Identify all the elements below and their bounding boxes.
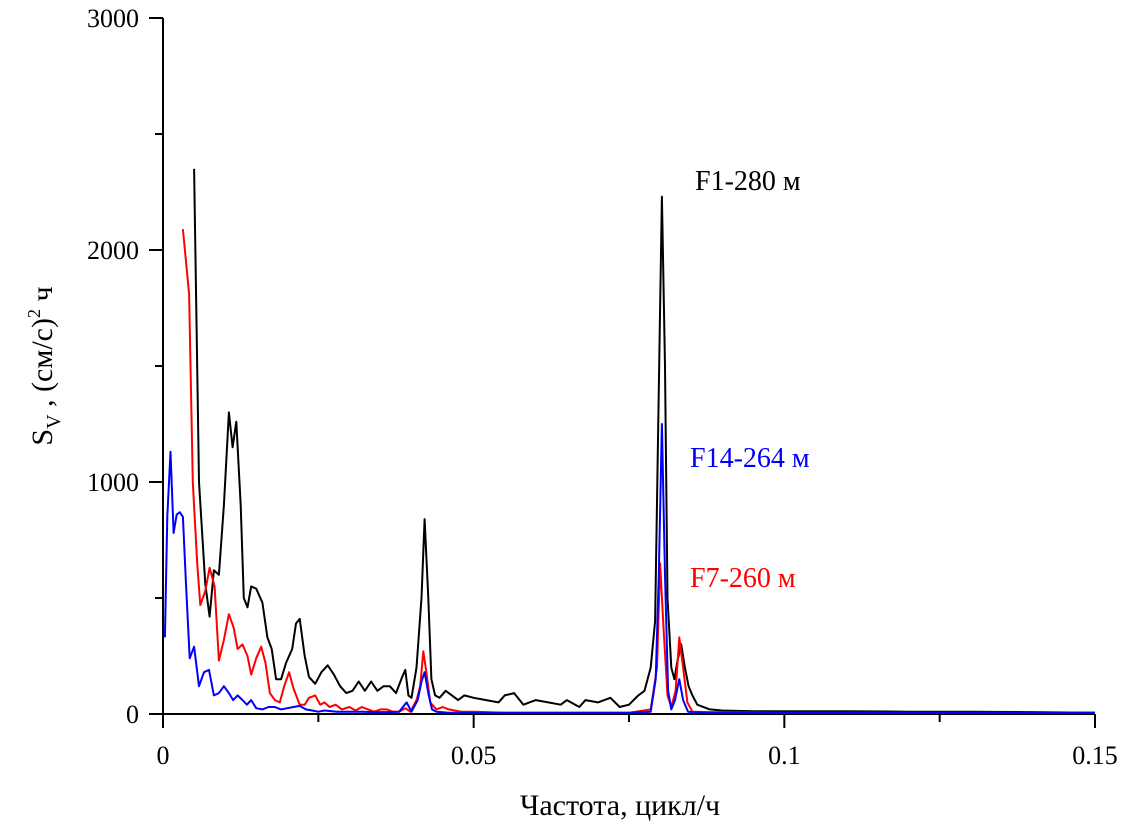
- y-axis-title-tail: ч: [26, 286, 59, 309]
- series-line-f1: [193, 168, 1096, 714]
- y-tick-label: 1000: [87, 468, 139, 497]
- y-axis-title-sup: 2: [24, 309, 44, 318]
- axes: [162, 18, 1095, 715]
- x-axis-title: Частота, цикл/ч: [520, 789, 720, 822]
- y-axis-title-main: S: [26, 429, 59, 446]
- series-label-f7: F7-260 м: [690, 563, 796, 594]
- y-ticks: 0 1000 2000 3000: [87, 4, 163, 729]
- series-lines: [163, 168, 1096, 714]
- x-tick-label: 0: [157, 741, 170, 770]
- series-label-f14: F14-264 м: [690, 443, 810, 474]
- y-axis-title-sub: V: [43, 414, 65, 429]
- y-tick-label: 0: [126, 700, 139, 729]
- y-axis-title-rest: , (см/с): [26, 318, 59, 414]
- y-tick-label: 3000: [87, 4, 139, 33]
- series-line-f7: [181, 229, 1095, 714]
- y-axis-title: SV , (см/с)2 ч: [24, 286, 65, 445]
- x-tick-label: 0.15: [1072, 741, 1118, 770]
- x-ticks: 0 0.05 0.1 0.15: [157, 714, 1118, 770]
- series-line-f14: [163, 423, 1095, 714]
- x-tick-label: 0.1: [768, 741, 801, 770]
- y-tick-label: 2000: [87, 236, 139, 265]
- x-tick-label: 0.05: [451, 741, 497, 770]
- series-label-f1: F1-280 м: [695, 166, 801, 197]
